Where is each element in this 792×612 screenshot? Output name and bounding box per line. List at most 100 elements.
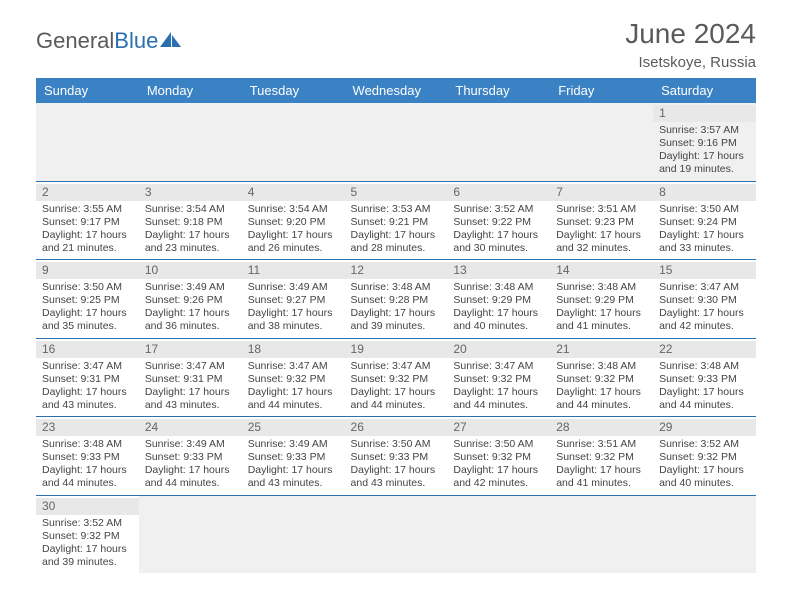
day-number: 30 bbox=[36, 498, 139, 515]
day-number: 9 bbox=[36, 262, 139, 279]
day-details: Sunrise: 3:55 AMSunset: 9:17 PMDaylight:… bbox=[42, 203, 133, 256]
calendar-cell bbox=[345, 103, 448, 181]
day-number: 4 bbox=[242, 184, 345, 201]
day-number: 14 bbox=[550, 262, 653, 279]
calendar-cell bbox=[447, 495, 550, 573]
day-details: Sunrise: 3:51 AMSunset: 9:23 PMDaylight:… bbox=[556, 203, 647, 256]
calendar-week: 16 Sunrise: 3:47 AMSunset: 9:31 PMDayligh… bbox=[36, 338, 756, 417]
calendar-cell: 23Sunrise: 3:48 AMSunset: 9:33 PMDayligh… bbox=[36, 417, 139, 496]
day-number: 5 bbox=[345, 184, 448, 201]
header: GeneralBlue June 2024 Isetskoye, Russia bbox=[0, 0, 792, 78]
calendar-cell: 25 Sunrise: 3:49 AMSunset: 9:33 PMDayligh… bbox=[242, 417, 345, 496]
calendar-cell: 9 Sunrise: 3:50 AMSunset: 9:25 PMDaylight… bbox=[36, 260, 139, 339]
calendar-cell: 4 Sunrise: 3:54 AMSunset: 9:20 PMDaylight… bbox=[242, 181, 345, 260]
calendar-cell: 29Sunrise: 3:52 AMSunset: 9:32 PMDayligh… bbox=[653, 417, 756, 496]
calendar-cell: 7 Sunrise: 3:51 AMSunset: 9:23 PMDaylight… bbox=[550, 181, 653, 260]
calendar-container: SundayMondayTuesdayWednesdayThursdayFrid… bbox=[0, 78, 792, 573]
day-number: 10 bbox=[139, 262, 242, 279]
day-number: 28 bbox=[550, 419, 653, 436]
day-details: Sunrise: 3:48 AMSunset: 9:33 PMDaylight:… bbox=[659, 360, 750, 413]
calendar-cell: 27 Sunrise: 3:50 AMSunset: 9:32 PMDayligh… bbox=[447, 417, 550, 496]
day-number: 20 bbox=[447, 341, 550, 358]
day-details: Sunrise: 3:47 AMSunset: 9:30 PMDaylight:… bbox=[659, 281, 750, 334]
weekday-header: Wednesday bbox=[345, 78, 448, 103]
logo-text-blue: Blue bbox=[114, 28, 158, 54]
day-number: 26 bbox=[345, 419, 448, 436]
calendar-cell: 22 Sunrise: 3:48 AMSunset: 9:33 PMDayligh… bbox=[653, 338, 756, 417]
day-details: Sunrise: 3:57 AMSunset: 9:16 PMDaylight:… bbox=[659, 124, 750, 177]
day-details: Sunrise: 3:47 AMSunset: 9:32 PMDaylight:… bbox=[351, 360, 442, 413]
day-details: Sunrise: 3:47 AMSunset: 9:31 PMDaylight:… bbox=[145, 360, 236, 413]
day-details: Sunrise: 3:48 AMSunset: 9:33 PMDaylight:… bbox=[42, 438, 133, 491]
calendar-cell: 24Sunrise: 3:49 AMSunset: 9:33 PMDayligh… bbox=[139, 417, 242, 496]
calendar-cell: 28 Sunrise: 3:51 AMSunset: 9:32 PMDayligh… bbox=[550, 417, 653, 496]
calendar-week: 9 Sunrise: 3:50 AMSunset: 9:25 PMDaylight… bbox=[36, 260, 756, 339]
calendar-week: 2Sunrise: 3:55 AMSunset: 9:17 PMDaylight… bbox=[36, 181, 756, 260]
calendar-cell: 6Sunrise: 3:52 AMSunset: 9:22 PMDaylight… bbox=[447, 181, 550, 260]
day-details: Sunrise: 3:47 AMSunset: 9:32 PMDaylight:… bbox=[248, 360, 339, 413]
weekday-header: Friday bbox=[550, 78, 653, 103]
day-number: 13 bbox=[447, 262, 550, 279]
day-details: Sunrise: 3:48 AMSunset: 9:28 PMDaylight:… bbox=[351, 281, 442, 334]
day-number: 22 bbox=[653, 341, 756, 358]
calendar-cell: 19 Sunrise: 3:47 AMSunset: 9:32 PMDayligh… bbox=[345, 338, 448, 417]
day-details: Sunrise: 3:50 AMSunset: 9:32 PMDaylight:… bbox=[453, 438, 544, 491]
calendar-cell bbox=[550, 103, 653, 181]
title-block: June 2024 Isetskoye, Russia bbox=[625, 18, 756, 71]
day-number: 19 bbox=[345, 341, 448, 358]
calendar-head: SundayMondayTuesdayWednesdayThursdayFrid… bbox=[36, 78, 756, 103]
calendar-cell: 13Sunrise: 3:48 AMSunset: 9:29 PMDayligh… bbox=[447, 260, 550, 339]
day-details: Sunrise: 3:50 AMSunset: 9:33 PMDaylight:… bbox=[351, 438, 442, 491]
calendar-week: 1 Sunrise: 3:57 AMSunset: 9:16 PMDaylight… bbox=[36, 103, 756, 181]
day-number: 29 bbox=[653, 419, 756, 436]
day-details: Sunrise: 3:51 AMSunset: 9:32 PMDaylight:… bbox=[556, 438, 647, 491]
calendar-cell: 16 Sunrise: 3:47 AMSunset: 9:31 PMDayligh… bbox=[36, 338, 139, 417]
day-number: 27 bbox=[447, 419, 550, 436]
day-number: 8 bbox=[653, 184, 756, 201]
calendar-cell bbox=[242, 103, 345, 181]
day-details: Sunrise: 3:48 AMSunset: 9:29 PMDaylight:… bbox=[556, 281, 647, 334]
day-details: Sunrise: 3:49 AMSunset: 9:33 PMDaylight:… bbox=[248, 438, 339, 491]
day-number: 17 bbox=[139, 341, 242, 358]
calendar-table: SundayMondayTuesdayWednesdayThursdayFrid… bbox=[36, 78, 756, 573]
day-details: Sunrise: 3:54 AMSunset: 9:20 PMDaylight:… bbox=[248, 203, 339, 256]
calendar-cell: 26 Sunrise: 3:50 AMSunset: 9:33 PMDayligh… bbox=[345, 417, 448, 496]
day-number: 16 bbox=[36, 341, 139, 358]
weekday-header: Monday bbox=[139, 78, 242, 103]
calendar-cell: 21 Sunrise: 3:48 AMSunset: 9:32 PMDayligh… bbox=[550, 338, 653, 417]
calendar-week: 23Sunrise: 3:48 AMSunset: 9:33 PMDayligh… bbox=[36, 417, 756, 496]
calendar-cell bbox=[550, 495, 653, 573]
day-number: 12 bbox=[345, 262, 448, 279]
day-details: Sunrise: 3:50 AMSunset: 9:24 PMDaylight:… bbox=[659, 203, 750, 256]
day-number: 25 bbox=[242, 419, 345, 436]
title-location: Isetskoye, Russia bbox=[625, 54, 756, 71]
sail-icon bbox=[160, 28, 182, 54]
logo: GeneralBlue bbox=[36, 28, 182, 56]
weekday-header: Saturday bbox=[653, 78, 756, 103]
day-details: Sunrise: 3:47 AMSunset: 9:31 PMDaylight:… bbox=[42, 360, 133, 413]
calendar-cell: 1 Sunrise: 3:57 AMSunset: 9:16 PMDaylight… bbox=[653, 103, 756, 181]
calendar-cell: 14 Sunrise: 3:48 AMSunset: 9:29 PMDayligh… bbox=[550, 260, 653, 339]
calendar-cell bbox=[653, 495, 756, 573]
day-details: Sunrise: 3:48 AMSunset: 9:32 PMDaylight:… bbox=[556, 360, 647, 413]
calendar-cell: 18Sunrise: 3:47 AMSunset: 9:32 PMDayligh… bbox=[242, 338, 345, 417]
calendar-cell bbox=[447, 103, 550, 181]
weekday-header: Tuesday bbox=[242, 78, 345, 103]
day-number: 3 bbox=[139, 184, 242, 201]
calendar-cell: 30Sunrise: 3:52 AMSunset: 9:32 PMDayligh… bbox=[36, 495, 139, 573]
calendar-cell bbox=[345, 495, 448, 573]
day-details: Sunrise: 3:50 AMSunset: 9:25 PMDaylight:… bbox=[42, 281, 133, 334]
weekday-row: SundayMondayTuesdayWednesdayThursdayFrid… bbox=[36, 78, 756, 103]
calendar-cell: 17 Sunrise: 3:47 AMSunset: 9:31 PMDayligh… bbox=[139, 338, 242, 417]
title-month: June 2024 bbox=[625, 18, 756, 50]
calendar-cell bbox=[242, 495, 345, 573]
day-number: 21 bbox=[550, 341, 653, 358]
day-number: 24 bbox=[139, 419, 242, 436]
calendar-cell: 8 Sunrise: 3:50 AMSunset: 9:24 PMDaylight… bbox=[653, 181, 756, 260]
calendar-cell: 20Sunrise: 3:47 AMSunset: 9:32 PMDayligh… bbox=[447, 338, 550, 417]
day-details: Sunrise: 3:54 AMSunset: 9:18 PMDaylight:… bbox=[145, 203, 236, 256]
calendar-cell: 11Sunrise: 3:49 AMSunset: 9:27 PMDayligh… bbox=[242, 260, 345, 339]
day-number: 1 bbox=[653, 105, 756, 122]
calendar-cell: 3 Sunrise: 3:54 AMSunset: 9:18 PMDaylight… bbox=[139, 181, 242, 260]
day-number: 7 bbox=[550, 184, 653, 201]
